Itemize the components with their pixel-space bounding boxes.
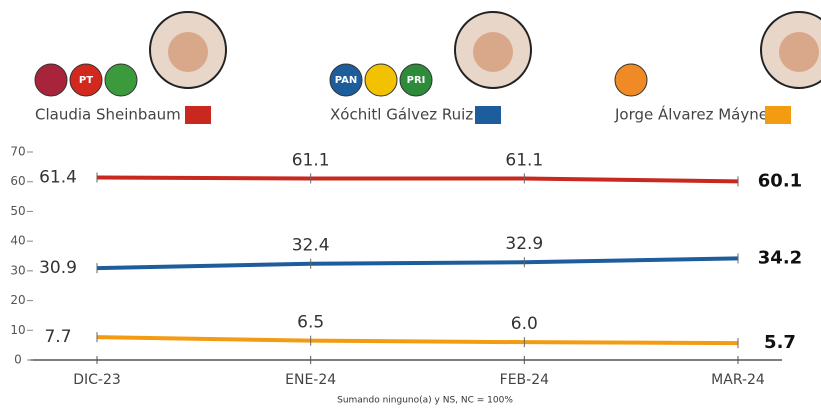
y-tick-label: 30 [10,263,25,277]
x-tick-label: DIC-23 [73,372,121,388]
party-logo [35,64,67,96]
data-label: 6.0 [511,314,538,334]
legend-label: Jorge Álvarez Máynez [614,105,776,124]
y-tick-label: 0 [14,353,22,367]
data-label: 6.5 [297,313,324,333]
data-label: 32.9 [505,234,543,254]
y-tick-label: 60 [10,174,25,188]
data-label: 61.4 [39,168,77,188]
x-tick-label: ENE-24 [285,372,336,388]
legend-label: Xóchitl Gálvez Ruiz [330,106,473,124]
series-line [97,258,738,268]
candidate-face [168,32,208,72]
party-logo [615,64,647,96]
y-tick-label: 50 [10,204,25,218]
legend-swatch [765,106,791,124]
legend-label: Claudia Sheinbaum [35,106,181,124]
party-logo-text: PAN [335,75,358,86]
data-label: 61.1 [292,150,330,170]
data-label: 30.9 [39,258,77,278]
party-logo [105,64,137,96]
x-tick-label: FEB-24 [500,372,549,388]
y-tick-label: 70 [10,145,25,159]
party-logo-text: PRI [407,75,426,86]
candidate-face [473,32,513,72]
y-tick-label: 40 [10,234,25,248]
y-tick-label: 20 [10,293,25,307]
party-logo [365,64,397,96]
y-tick-label: 10 [10,323,25,337]
data-label: 34.2 [758,247,802,268]
chart: Sumando ninguno(a) y NS, NC = 100% Claud… [0,0,821,412]
legend-swatch [475,106,501,124]
data-label: 60.1 [758,170,802,191]
footnote: Sumando ninguno(a) y NS, NC = 100% [337,396,513,406]
data-label: 32.4 [292,236,330,256]
party-logo-text: PT [79,75,93,86]
candidate-face [779,32,819,72]
data-label: 5.7 [764,332,796,353]
series-line [97,178,738,182]
series-line [97,337,738,343]
legend-swatch [185,106,211,124]
data-label: 61.1 [505,150,543,170]
data-label: 7.7 [44,327,71,347]
x-tick-label: MAR-24 [711,372,765,388]
